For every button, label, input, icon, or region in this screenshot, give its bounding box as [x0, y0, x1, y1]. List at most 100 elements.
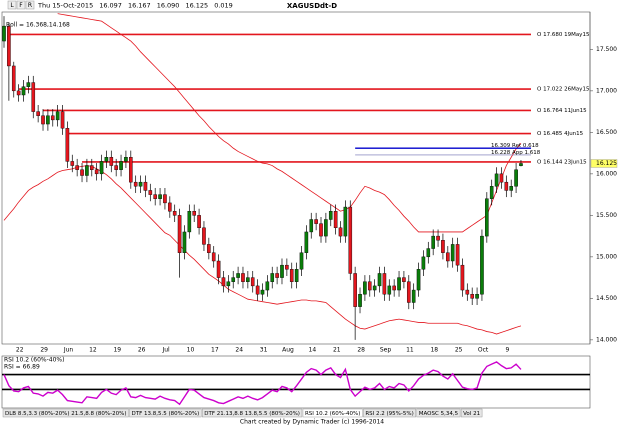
x-tick-label: Jun — [63, 347, 74, 354]
header-ohlc: 16.097 — [99, 2, 122, 10]
candle-body — [314, 219, 318, 224]
candle-body — [426, 248, 431, 258]
indicator-tab[interactable] — [363, 408, 416, 418]
bollinger-upper — [57, 13, 522, 233]
indicator-tab-label[interactable]: DLB 8.5,3.3 (80%-20%) 21.5,8.8 (80%-20%) — [5, 411, 127, 417]
candle-body — [55, 111, 60, 121]
candle-body — [416, 269, 421, 291]
candle-body — [485, 198, 489, 237]
candle-body — [280, 264, 284, 278]
candle-body — [207, 244, 211, 253]
candle-body — [133, 181, 138, 187]
candle-body — [255, 285, 260, 295]
candle-body — [153, 194, 157, 199]
candle-body — [455, 244, 460, 266]
y-tick-label: 17.000 — [596, 87, 617, 94]
candle-body — [382, 273, 387, 295]
candle-body — [172, 210, 177, 216]
level-label: O 16.764 11Jun15 — [537, 108, 587, 114]
x-tick-label: 9 — [506, 347, 510, 354]
candle-body — [358, 294, 362, 307]
candle-body — [285, 264, 289, 270]
candle-body — [7, 25, 11, 67]
indicator-tab[interactable] — [302, 408, 363, 418]
candle-body — [480, 235, 484, 295]
toolbar-label[interactable]: F — [19, 2, 23, 9]
candle-body — [509, 186, 514, 191]
candle-body — [158, 194, 162, 199]
x-tick-label: Jul — [161, 347, 170, 354]
candle-body — [299, 252, 304, 270]
candle-body — [275, 273, 279, 278]
candle-body — [328, 210, 333, 220]
indicator-tab[interactable] — [202, 408, 303, 418]
candle-body — [192, 210, 197, 216]
last-price-box — [590, 159, 618, 168]
candle-body — [372, 285, 377, 291]
candle-body — [514, 169, 518, 187]
candle-body — [99, 161, 104, 175]
indicator-tab-label[interactable]: DTF 21.13,8.8 13.8,5.5 (80%-20%) — [204, 411, 300, 417]
candle-body — [129, 157, 133, 183]
rsi-line — [3, 361, 522, 406]
toolbar-label[interactable]: L — [10, 2, 14, 9]
level-label: O 16.485 4Jun15 — [537, 131, 584, 137]
candle-body — [26, 82, 31, 87]
indicator-tab[interactable] — [460, 408, 483, 418]
y-tick-label: 16.500 — [596, 129, 617, 136]
toolbar-button[interactable] — [16, 0, 26, 10]
x-tick-label: 10 — [187, 347, 195, 354]
candle-body — [397, 277, 401, 291]
y-tick-label: 14.000 — [596, 336, 617, 343]
x-tick-label: Sep — [380, 347, 392, 354]
candle-body — [60, 111, 65, 129]
candle-body — [363, 281, 367, 295]
footer: Chart created by Dynamic Trader (c) 1996… — [240, 419, 384, 426]
rsi-title: RSI 10.2 (60%-40%) — [4, 357, 64, 364]
candle-body — [265, 281, 270, 291]
candle-body — [21, 86, 26, 96]
last-price-label: 16.125 — [596, 160, 617, 167]
candle-body — [182, 231, 187, 253]
candle-body — [377, 273, 382, 287]
candle-body — [50, 115, 55, 121]
candle-body — [411, 289, 416, 303]
candle-body — [246, 277, 250, 282]
indicator-tab-label[interactable]: Vol 21 — [463, 411, 480, 417]
candle-body — [309, 219, 314, 233]
header-ohlc: 16.167 — [128, 2, 151, 10]
indicator-tab[interactable] — [2, 408, 129, 418]
bollinger-label: Boll = 16.368,14.168 — [6, 22, 70, 29]
y-tick-label: 16.000 — [596, 170, 617, 177]
candle-body — [138, 181, 143, 187]
x-tick-label: 28 — [357, 347, 365, 354]
x-tick-label: 21 — [333, 347, 341, 354]
candle-body — [338, 227, 343, 237]
candle-body — [109, 157, 114, 166]
candle-body — [402, 277, 406, 282]
candle-body — [236, 273, 240, 278]
candle-body — [499, 173, 504, 183]
toolbar-button[interactable] — [7, 0, 17, 10]
candle-body — [80, 169, 84, 176]
indicator-tab-label[interactable]: MAOSC 5,34,5 — [419, 411, 459, 417]
candle-body — [475, 294, 479, 299]
indicator-tab[interactable] — [416, 408, 461, 418]
rsi-panel — [1, 355, 591, 409]
toolbar-button[interactable] — [25, 0, 35, 10]
indicator-tab-label[interactable]: DTF 13.8,5.5 (80%-20%) — [132, 411, 200, 417]
indicator-tab-label[interactable]: RSI 2.2 (95%-5%) — [365, 411, 413, 417]
candle-body — [177, 215, 182, 253]
indicator-tab-label[interactable]: RSI 10.2 (60%-40%) — [305, 411, 360, 417]
y-tick-label: 17.500 — [596, 46, 617, 53]
toolbar-label[interactable]: R — [28, 2, 32, 9]
x-tick-label: 26 — [138, 347, 146, 354]
y-tick-label: 15.000 — [596, 253, 617, 260]
candle-body — [421, 256, 426, 270]
y-tick-label: 14.500 — [596, 295, 617, 302]
indicator-tab[interactable] — [129, 408, 202, 418]
candle-body — [65, 127, 70, 162]
candle-body — [231, 277, 236, 282]
